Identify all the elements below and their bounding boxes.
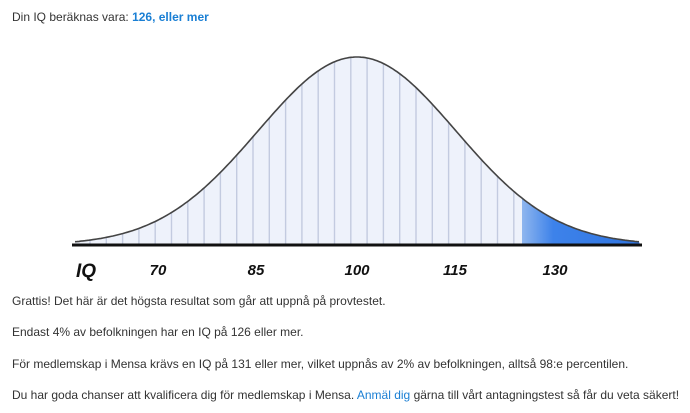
paragraph: Endast 4% av befolkningen har en IQ på 1… bbox=[12, 325, 304, 339]
curve-line bbox=[74, 56, 640, 243]
cta-text: gärna till vårt antagningstest så får du… bbox=[413, 388, 680, 402]
cta-text: Du har goda chanser att kvalificera dig … bbox=[12, 388, 355, 402]
result-line: Din IQ beräknas vara: 126, eller mer bbox=[12, 10, 209, 24]
result-value: 126, eller mer bbox=[132, 10, 209, 24]
paragraph: Grattis! Det här är det högsta resultat … bbox=[12, 294, 386, 308]
paragraph: För medlemskap i Mensa krävs en IQ på 13… bbox=[12, 357, 629, 371]
tick-label: 70 bbox=[150, 262, 167, 279]
curve-area bbox=[75, 57, 640, 245]
cta-line: Du har goda chanser att kvalificera dig … bbox=[12, 388, 679, 402]
tick-label: 115 bbox=[443, 262, 468, 279]
result-prefix: Din IQ beräknas vara: bbox=[12, 10, 129, 24]
highlight-region bbox=[522, 57, 640, 245]
tick-label: 85 bbox=[248, 262, 265, 279]
tick-label: 100 bbox=[344, 262, 370, 279]
bell-curve-figure: IQ 70 85 100 115 130 bbox=[72, 56, 642, 282]
axis-label: IQ bbox=[76, 261, 96, 282]
tick-label: 130 bbox=[542, 262, 568, 279]
signup-link[interactable]: Anmäl dig bbox=[356, 388, 411, 402]
